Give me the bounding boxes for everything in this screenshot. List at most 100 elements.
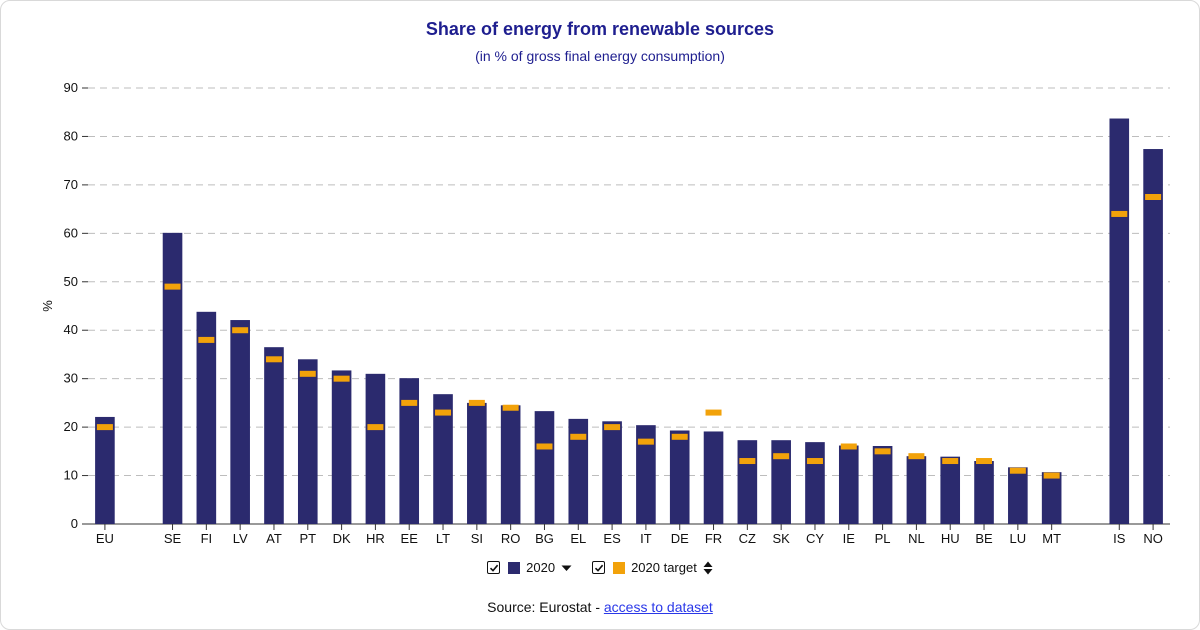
bar-FR[interactable]: [703, 431, 724, 524]
bar-EU[interactable]: [95, 416, 115, 524]
x-tick-label: CY: [806, 531, 824, 546]
target-marker-EU[interactable]: [96, 424, 113, 431]
target-marker-SE[interactable]: [164, 283, 181, 290]
bar-HU[interactable]: [940, 456, 961, 524]
bar-IT[interactable]: [636, 425, 656, 524]
target-swatch: [613, 561, 626, 574]
bar-IE[interactable]: [838, 445, 859, 524]
x-tick-label: BE: [975, 531, 993, 546]
target-marker-RO[interactable]: [502, 404, 519, 411]
x-tick-label: FI: [201, 531, 213, 546]
target-marker-LU[interactable]: [1009, 467, 1026, 474]
target-marker-FI[interactable]: [198, 336, 215, 343]
legend: 2020 2020 target: [0, 560, 1200, 575]
x-tick-label: EU: [96, 531, 114, 546]
x-tick-label: LT: [436, 531, 450, 546]
x-tick-label: LU: [1010, 531, 1027, 546]
bar-DE[interactable]: [669, 430, 690, 524]
y-tick-label: 90: [64, 80, 78, 95]
bar-PT[interactable]: [297, 359, 318, 524]
bar-MT[interactable]: [1041, 472, 1062, 524]
target-marker-CY[interactable]: [806, 458, 823, 465]
x-tick-label: IT: [640, 531, 652, 546]
target-marker-IE[interactable]: [840, 443, 857, 450]
target-marker-PT[interactable]: [299, 370, 316, 377]
bar-IS[interactable]: [1109, 118, 1130, 525]
bar-PL[interactable]: [872, 446, 893, 524]
bar-SI[interactable]: [467, 402, 487, 524]
dataset-link[interactable]: access to dataset: [603, 599, 713, 615]
y-tick-label: 60: [64, 225, 78, 240]
bar-AT[interactable]: [264, 347, 284, 524]
target-marker-SK[interactable]: [773, 453, 790, 460]
target-marker-EL[interactable]: [570, 433, 587, 440]
target-marker-IS[interactable]: [1111, 210, 1128, 217]
target-marker-IT[interactable]: [637, 438, 654, 445]
target-marker-EE[interactable]: [401, 399, 418, 406]
x-tick-label: DK: [333, 531, 351, 546]
bar-BE[interactable]: [974, 461, 994, 524]
target-marker-HU[interactable]: [942, 458, 959, 465]
target-marker-LV[interactable]: [232, 327, 249, 334]
target-marker-SI[interactable]: [468, 399, 485, 406]
bar-FI[interactable]: [196, 311, 217, 524]
bar-RO[interactable]: [500, 405, 521, 524]
checkbox-checked-icon[interactable]: [487, 561, 501, 574]
bar-HR[interactable]: [365, 373, 386, 524]
bar-EL[interactable]: [568, 418, 589, 524]
x-tick-label: FR: [705, 531, 722, 546]
x-tick-label: SK: [772, 531, 790, 546]
target-marker-ES[interactable]: [604, 424, 621, 431]
series-swatch: [508, 561, 521, 574]
bar-NO[interactable]: [1143, 149, 1163, 525]
x-tick-label: IS: [1113, 531, 1126, 546]
bar-CY[interactable]: [805, 442, 825, 524]
legend-label-2020: 2020: [526, 560, 556, 575]
x-tick-label: PT: [299, 531, 316, 546]
y-tick-label: 80: [64, 128, 78, 143]
bar-EE[interactable]: [399, 378, 420, 524]
target-marker-NO[interactable]: [1145, 194, 1162, 200]
legend-item-2020[interactable]: 2020: [487, 560, 572, 575]
x-tick-label: BG: [535, 531, 554, 546]
target-marker-LT[interactable]: [435, 409, 452, 416]
x-tick-label: RO: [501, 531, 521, 546]
target-marker-DE[interactable]: [671, 433, 688, 440]
chart-subtitle: (in % of gross final energy consumption): [475, 48, 725, 64]
bar-DK[interactable]: [331, 370, 352, 524]
target-marker-MT[interactable]: [1043, 472, 1060, 479]
x-tick-label: SI: [471, 531, 483, 546]
source-line: Source: Eurostat - access to dataset: [0, 599, 1200, 615]
target-marker-AT[interactable]: [265, 356, 282, 363]
target-marker-BE[interactable]: [976, 458, 993, 465]
checkbox-checked-icon[interactable]: [592, 561, 606, 574]
target-marker-BG[interactable]: [536, 443, 553, 450]
target-marker-CZ[interactable]: [739, 458, 756, 465]
legend-item-2020-target[interactable]: 2020 target: [592, 560, 713, 575]
x-tick-label: NL: [908, 531, 925, 546]
target-marker-PL[interactable]: [874, 448, 891, 455]
y-tick-label: 20: [64, 419, 78, 434]
x-tick-label: DE: [671, 531, 689, 546]
bar-BG[interactable]: [534, 411, 555, 524]
sort-updown-icon[interactable]: [703, 561, 713, 575]
bar-SK[interactable]: [771, 440, 791, 524]
target-marker-NL[interactable]: [908, 453, 925, 460]
target-marker-FR[interactable]: [705, 409, 722, 416]
target-marker-DK[interactable]: [333, 375, 350, 382]
bar-ES[interactable]: [602, 421, 622, 524]
bar-LV[interactable]: [230, 320, 250, 524]
y-tick-label: 70: [64, 177, 78, 192]
legend-label-2020-target: 2020 target: [631, 560, 697, 575]
bar-LT[interactable]: [433, 394, 453, 524]
bar-SE[interactable]: [162, 232, 183, 525]
sort-down-icon[interactable]: [561, 564, 572, 572]
x-tick-label: MT: [1042, 531, 1061, 546]
bar-CZ[interactable]: [737, 440, 758, 524]
target-marker-HR[interactable]: [367, 424, 384, 431]
chart-title: Share of energy from renewable sources: [425, 19, 775, 39]
bar-NL[interactable]: [906, 456, 927, 524]
bar-LU[interactable]: [1008, 467, 1028, 524]
x-tick-label: PL: [875, 531, 891, 546]
